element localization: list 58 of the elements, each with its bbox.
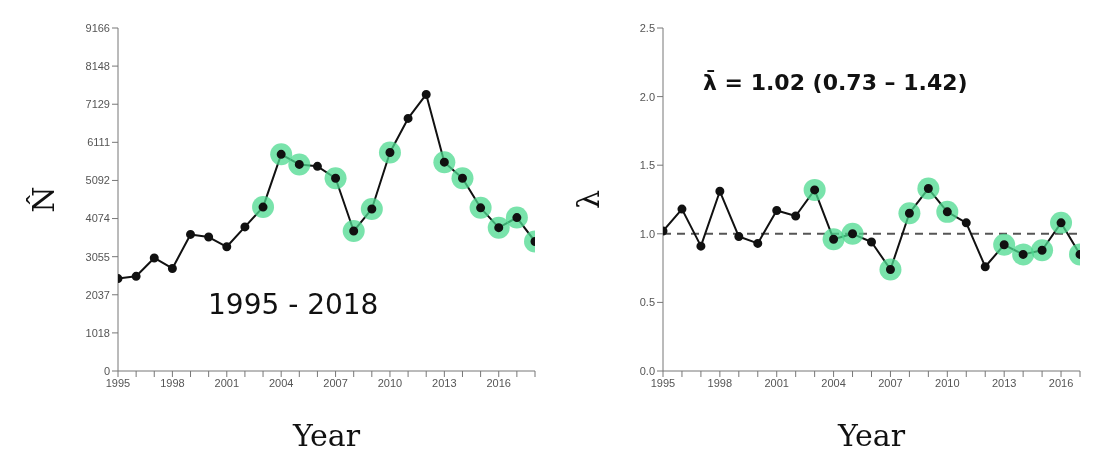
x-tick-label: 1998 bbox=[707, 376, 733, 389]
point bbox=[961, 218, 971, 228]
y-tick-label: 0 bbox=[103, 364, 110, 377]
y-tick-label: 2.0 bbox=[639, 90, 655, 103]
point bbox=[677, 204, 687, 214]
point bbox=[149, 253, 159, 263]
point bbox=[131, 271, 141, 281]
y-tick-label: 8148 bbox=[85, 60, 110, 72]
y-axis-title: N̂ bbox=[25, 186, 61, 213]
y-tick-label: 2037 bbox=[85, 288, 110, 301]
x-tick-label: 2007 bbox=[878, 376, 903, 389]
x-axis-title: Year bbox=[836, 418, 906, 453]
x-tick-label: 1998 bbox=[160, 376, 185, 389]
point bbox=[240, 222, 250, 232]
annotation: λ̄ = 1.02 (0.73 – 1.42) bbox=[703, 70, 968, 95]
annotation: 1995 - 2018 bbox=[208, 288, 379, 321]
point bbox=[421, 89, 431, 99]
x-tick-label: 2001 bbox=[764, 376, 789, 389]
x-tick-label: 2004 bbox=[821, 376, 846, 389]
point bbox=[772, 205, 782, 215]
point bbox=[204, 232, 214, 242]
x-tick-label: 2010 bbox=[935, 376, 960, 389]
point bbox=[167, 263, 177, 273]
point bbox=[867, 237, 876, 247]
point bbox=[753, 238, 763, 248]
x-tick-label: 1995 bbox=[650, 376, 676, 389]
y-tick-label: 1.5 bbox=[639, 159, 655, 172]
point bbox=[715, 186, 725, 196]
point bbox=[696, 241, 706, 251]
y-tick-label: 7129 bbox=[85, 98, 110, 111]
y-tick-label: 0.0 bbox=[639, 364, 655, 377]
point bbox=[734, 232, 744, 242]
x-tick-label: 2007 bbox=[323, 376, 348, 389]
y-tick-label: 3055 bbox=[85, 250, 110, 263]
y-tick-label: 1018 bbox=[85, 326, 110, 339]
y-tick-label: 5092 bbox=[85, 174, 110, 187]
y-tick-label: 1.0 bbox=[639, 227, 655, 240]
point bbox=[222, 242, 232, 252]
point bbox=[312, 161, 322, 171]
y-tick-label: 9166 bbox=[85, 21, 110, 34]
x-tick-label: 2001 bbox=[214, 376, 240, 389]
x-tick-label: 2016 bbox=[1048, 376, 1074, 389]
y-tick-label: 6111 bbox=[87, 136, 110, 149]
y-tick-label: 2.5 bbox=[639, 21, 655, 34]
x-tick-label: 2004 bbox=[268, 376, 294, 389]
x-tick-label: 2010 bbox=[377, 376, 403, 389]
y-axis-title: λ bbox=[570, 189, 606, 210]
x-tick-label: 2016 bbox=[486, 376, 511, 389]
y-tick-label: 4074 bbox=[85, 212, 110, 225]
x-tick-label: 2013 bbox=[991, 376, 1017, 389]
y-tick-label: 0.5 bbox=[639, 296, 655, 309]
point bbox=[791, 211, 801, 221]
point bbox=[980, 262, 990, 272]
x-axis-title: Year bbox=[291, 418, 361, 453]
point bbox=[403, 113, 413, 123]
x-tick-label: 2013 bbox=[432, 376, 457, 389]
x-tick-label: 1995 bbox=[105, 376, 131, 389]
point bbox=[186, 229, 196, 239]
